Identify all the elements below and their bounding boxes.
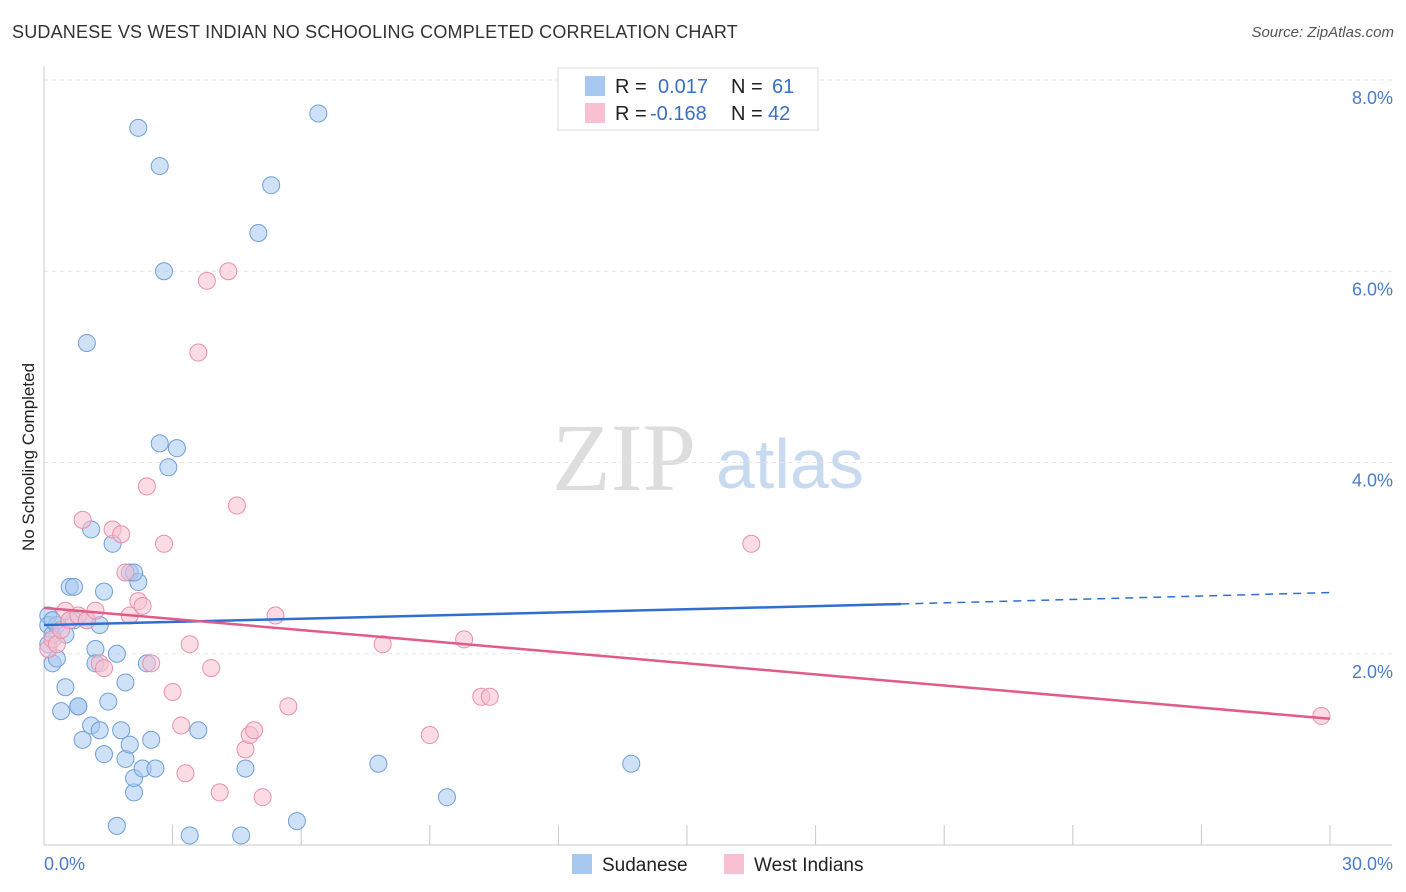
west-indians-point (73, 510, 92, 529)
x-tick-label: 0.0% (44, 854, 85, 874)
west-indians-point (176, 764, 195, 783)
west-indians-point (116, 563, 135, 582)
west-indians-point (189, 343, 208, 362)
watermark-atlas: atlas (716, 425, 864, 503)
sudanese-point (622, 754, 641, 773)
sudanese-point (142, 730, 161, 749)
sudanese-point (262, 176, 281, 195)
legend-n-value: 42 (768, 103, 790, 125)
sudanese-point (146, 759, 165, 778)
west-indians-point (112, 525, 131, 544)
west-indians-point (210, 783, 229, 802)
bottom-legend-swatch-west-indians (724, 854, 744, 874)
legend-r-label: R = (615, 103, 647, 125)
west-indians-point (253, 788, 272, 807)
sudanese-point (120, 735, 139, 754)
west-indians-point (245, 721, 264, 740)
west-indians-trend-line (43, 606, 1331, 721)
chart-title: SUDANESE VS WEST INDIAN NO SCHOOLING COM… (12, 22, 738, 42)
sudanese-point (236, 759, 255, 778)
west-indians-point (480, 687, 499, 706)
west-indians-point (163, 683, 182, 701)
legend-r-value: -0.168 (650, 103, 707, 125)
sudanese-point (232, 826, 251, 845)
gridlines (44, 79, 1392, 655)
legend-n-label: N = (731, 103, 763, 125)
west-indians-point (279, 697, 298, 716)
west-indians-point (420, 726, 439, 745)
west-indians-point (133, 596, 152, 615)
y-tick-labels: 2.0% 4.0% 6.0% 8.0% (1352, 88, 1393, 682)
scatter-points (39, 104, 1331, 845)
sudanese-point (150, 434, 169, 453)
sudanese-point (112, 721, 131, 740)
legend-swatch-sudanese (585, 76, 605, 96)
watermark-zip: ZIP (552, 404, 696, 511)
x-tick-labels: 0.0% 30.0% (44, 854, 1393, 874)
legend-swatch-west-indians (585, 103, 605, 123)
y-tick-label: 2.0% (1352, 662, 1393, 682)
x-tick-label: 30.0% (1342, 854, 1393, 874)
sudanese-point (95, 582, 114, 601)
sudanese-trend-line-extension (901, 591, 1331, 605)
sudanese-point (180, 826, 199, 845)
legend-n-value: 61 (772, 76, 794, 98)
y-axis-label: No Schooling Completed (19, 363, 38, 551)
sudanese-point (159, 458, 178, 477)
west-indians-point (197, 271, 216, 290)
west-indians-point (137, 477, 156, 496)
west-indians-point (227, 496, 246, 515)
legend-n-label: N = (731, 76, 763, 98)
west-indians-point (202, 659, 221, 678)
sudanese-point (437, 788, 456, 807)
y-tick-label: 6.0% (1352, 279, 1393, 299)
sudanese-point (309, 104, 328, 123)
west-indians-point (155, 534, 174, 553)
west-indians-point (172, 716, 191, 735)
west-indians-point (373, 635, 392, 654)
sudanese-point (167, 439, 186, 458)
sudanese-point (107, 644, 126, 663)
west-indians-point (266, 606, 285, 625)
sudanese-point (116, 673, 135, 692)
sudanese-point (77, 333, 96, 352)
y-tick-label: 8.0% (1352, 88, 1393, 108)
sudanese-point (69, 697, 88, 716)
sudanese-point (249, 224, 268, 242)
sudanese-point (189, 721, 208, 740)
series-legend: Sudanese West Indians (572, 854, 863, 876)
sudanese-point (56, 678, 75, 697)
sudanese-point (52, 702, 71, 721)
west-indians-point (95, 659, 114, 678)
sudanese-point (150, 157, 169, 176)
west-indians-point (1312, 706, 1331, 725)
west-indians-point (180, 635, 199, 654)
sudanese-point (90, 721, 109, 740)
sudanese-point (107, 816, 126, 835)
west-indians-point (742, 534, 761, 553)
west-indians-point (142, 654, 161, 673)
sudanese-trend-line (43, 602, 902, 627)
chart-source: Source: ZipAtlas.com (1251, 24, 1394, 41)
correlation-legend: R = 0.017 N = 61 R = -0.168 N = 42 (557, 67, 819, 131)
sudanese-point (129, 118, 148, 137)
bottom-legend-label: Sudanese (602, 855, 688, 876)
bottom-legend-label: West Indians (754, 855, 863, 876)
sudanese-point (155, 262, 174, 281)
west-indians-point (219, 262, 238, 281)
sudanese-point (287, 812, 306, 831)
sudanese-point (369, 754, 388, 773)
legend-r-value: 0.017 (658, 76, 708, 98)
trend-lines (43, 591, 1331, 721)
sudanese-point (95, 745, 114, 764)
sudanese-point (99, 692, 118, 711)
y-tick-label: 4.0% (1352, 471, 1393, 491)
sudanese-point (65, 577, 84, 596)
bottom-legend-swatch-sudanese (572, 854, 592, 874)
legend-r-label: R = (615, 76, 647, 98)
axes (43, 66, 1392, 846)
sudanese-point (73, 730, 92, 749)
